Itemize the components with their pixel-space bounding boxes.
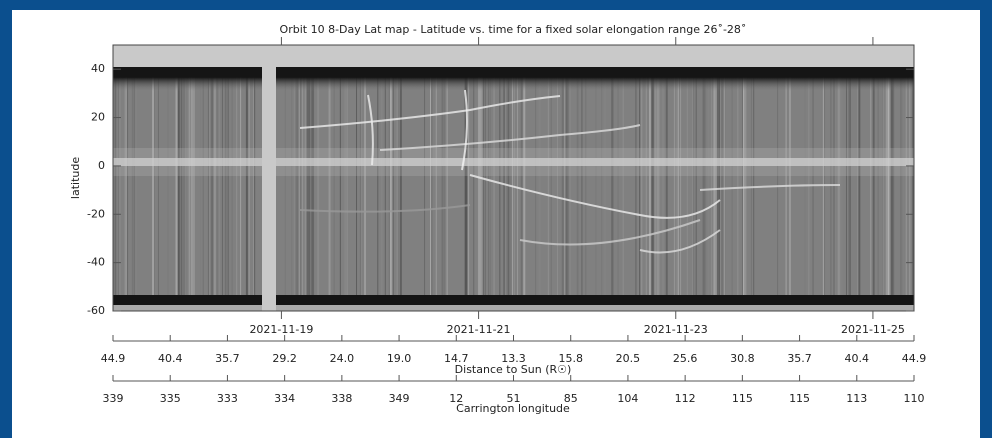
map-texture [639, 229, 721, 254]
x-tick-label: 2021-11-21 [447, 323, 511, 336]
y-tick-label: -20 [87, 207, 105, 220]
distance-tick-label: 14.7 [444, 352, 469, 365]
carrington-tick-label: 51 [507, 392, 521, 405]
x-tick-label: 2021-11-23 [644, 323, 708, 336]
carrington-tick-label: 12 [449, 392, 463, 405]
distance-tick-label: 35.7 [787, 352, 812, 365]
map-texture [469, 174, 721, 219]
map-texture [699, 184, 841, 191]
carrington-tick-label: 113 [846, 392, 867, 405]
map-texture [113, 305, 914, 311]
distance-tick-label: 40.4 [845, 352, 870, 365]
map-texture [113, 45, 914, 67]
y-tick-label: 0 [98, 159, 105, 172]
distance-tick-label: 13.3 [501, 352, 526, 365]
plot-frame [112, 44, 915, 312]
map-texture [113, 148, 914, 176]
carrington-tick-label: 333 [217, 392, 238, 405]
distance-tick-label: 40.4 [158, 352, 183, 365]
distance-tick-label: 44.9 [101, 352, 126, 365]
distance-tick-label: 25.6 [673, 352, 698, 365]
distance-axis-label: Distance to Sun (R☉) [455, 363, 572, 376]
carrington-tick-label: 335 [160, 392, 181, 405]
carrington-axis-label: Carrington longitude [456, 402, 570, 415]
carrington-tick-label: 110 [904, 392, 925, 405]
map-texture [299, 204, 471, 213]
carrington-tick-label: 338 [331, 392, 352, 405]
map-texture [367, 94, 374, 166]
distance-tick-label: 20.5 [616, 352, 641, 365]
distance-tick-label: 30.8 [730, 352, 755, 365]
carrington-tick-label: 115 [789, 392, 810, 405]
map-texture [299, 95, 561, 129]
map-texture [113, 158, 914, 166]
carrington-tick-label: 115 [732, 392, 753, 405]
carrington-tick-label: 339 [103, 392, 124, 405]
map-texture [113, 67, 914, 77]
map-texture [379, 124, 641, 151]
distance-tick-label: 44.9 [902, 352, 927, 365]
distance-tick-label: 19.0 [387, 352, 412, 365]
chart-title: Orbit 10 8-Day Lat map - Latitude vs. ti… [280, 23, 747, 36]
carrington-tick-label: 349 [389, 392, 410, 405]
carrington-tick-label: 104 [617, 392, 638, 405]
map-texture [461, 89, 468, 171]
map-texture [113, 295, 914, 305]
carrington-tick-label: 334 [274, 392, 295, 405]
distance-tick-label: 35.7 [215, 352, 240, 365]
carrington-tick-label: 112 [675, 392, 696, 405]
y-axis-label: latitude [69, 157, 82, 199]
carrington-tick-label: 85 [564, 392, 578, 405]
lat-map-image [112, 45, 914, 311]
map-texture [519, 219, 701, 246]
x-tick-label: 2021-11-19 [249, 323, 313, 336]
distance-tick-label: 15.8 [558, 352, 583, 365]
map-texture [113, 77, 914, 91]
y-tick-label: -40 [87, 256, 105, 269]
y-tick-label: 40 [91, 62, 105, 75]
distance-tick-label: 24.0 [330, 352, 355, 365]
x-tick-label: 2021-11-25 [841, 323, 905, 336]
distance-tick-label: 29.2 [272, 352, 297, 365]
map-texture [262, 67, 276, 311]
y-tick-label: 20 [91, 111, 105, 124]
y-tick-label: -60 [87, 304, 105, 317]
